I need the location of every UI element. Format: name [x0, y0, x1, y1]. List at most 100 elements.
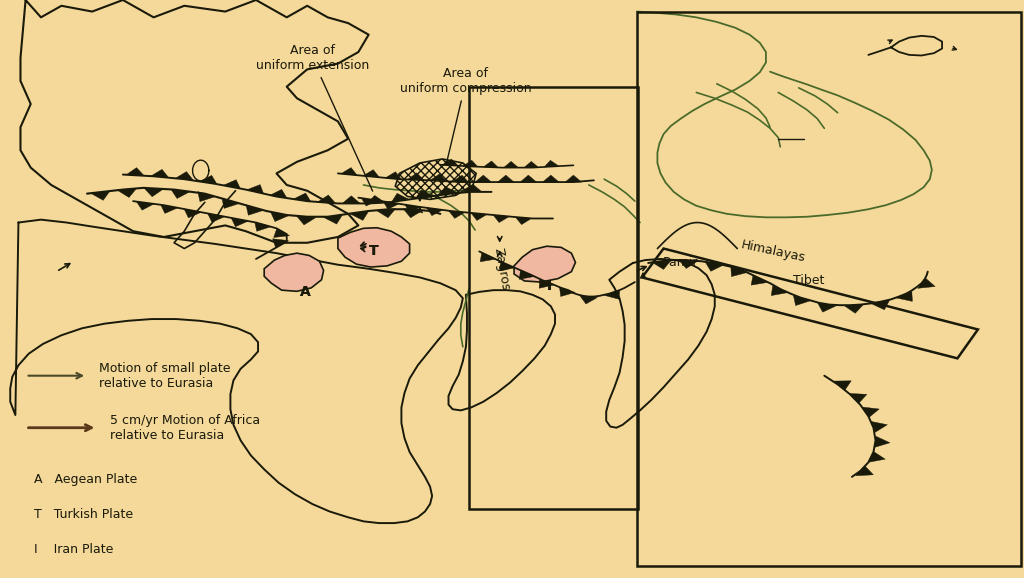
Polygon shape	[679, 260, 698, 269]
Text: Area of
uniform extension: Area of uniform extension	[256, 45, 373, 191]
Polygon shape	[208, 213, 224, 223]
Polygon shape	[294, 193, 311, 202]
Polygon shape	[543, 175, 559, 182]
Polygon shape	[317, 195, 336, 203]
Polygon shape	[272, 239, 289, 248]
Polygon shape	[403, 209, 423, 218]
Polygon shape	[870, 421, 888, 432]
Polygon shape	[385, 172, 401, 179]
Bar	[469, 87, 638, 509]
Polygon shape	[439, 187, 457, 195]
Polygon shape	[524, 161, 539, 168]
Text: T   Turkish Plate: T Turkish Plate	[34, 508, 133, 521]
Text: A: A	[300, 285, 310, 299]
Polygon shape	[520, 175, 537, 182]
Polygon shape	[408, 173, 424, 180]
Polygon shape	[246, 205, 264, 215]
Polygon shape	[475, 175, 492, 182]
Polygon shape	[171, 189, 190, 198]
Polygon shape	[270, 212, 289, 221]
Polygon shape	[794, 295, 811, 306]
Polygon shape	[269, 190, 287, 198]
Polygon shape	[231, 218, 248, 227]
Polygon shape	[223, 180, 241, 188]
Polygon shape	[342, 196, 360, 203]
Polygon shape	[494, 215, 509, 223]
Polygon shape	[874, 436, 890, 447]
Polygon shape	[427, 208, 442, 216]
Polygon shape	[449, 211, 465, 218]
Polygon shape	[896, 291, 912, 301]
Text: T: T	[369, 244, 379, 258]
Polygon shape	[175, 172, 194, 180]
Polygon shape	[297, 216, 316, 225]
Polygon shape	[519, 270, 535, 279]
Polygon shape	[383, 201, 399, 209]
Polygon shape	[604, 290, 620, 299]
Polygon shape	[273, 228, 290, 238]
Text: Area of
uniform compression: Area of uniform compression	[400, 68, 531, 165]
Polygon shape	[200, 175, 217, 184]
Polygon shape	[706, 262, 724, 271]
Polygon shape	[868, 451, 885, 462]
Polygon shape	[222, 198, 240, 209]
Polygon shape	[540, 279, 554, 288]
Polygon shape	[498, 175, 514, 182]
Polygon shape	[443, 159, 458, 166]
Polygon shape	[151, 169, 169, 177]
Polygon shape	[367, 195, 385, 203]
Polygon shape	[856, 466, 873, 476]
Polygon shape	[844, 305, 863, 313]
Polygon shape	[752, 275, 768, 285]
Text: I: I	[546, 279, 552, 293]
Polygon shape	[247, 184, 263, 194]
Polygon shape	[463, 160, 478, 167]
Polygon shape	[483, 161, 498, 168]
Polygon shape	[453, 175, 469, 183]
Polygon shape	[817, 303, 837, 312]
Bar	[637, 12, 1021, 566]
Polygon shape	[404, 205, 421, 213]
Polygon shape	[500, 262, 515, 271]
Text: Motion of small plate
relative to Eurasia: Motion of small plate relative to Eurasi…	[99, 362, 230, 390]
Polygon shape	[834, 381, 851, 390]
Polygon shape	[341, 168, 357, 175]
Polygon shape	[416, 190, 433, 199]
Polygon shape	[430, 174, 446, 181]
Polygon shape	[731, 266, 748, 276]
Polygon shape	[565, 175, 582, 182]
Polygon shape	[264, 253, 324, 291]
Text: A   Aegean Plate: A Aegean Plate	[34, 473, 137, 486]
Polygon shape	[361, 198, 377, 206]
Text: Zagros: Zagros	[492, 246, 512, 291]
Polygon shape	[471, 213, 487, 220]
Polygon shape	[364, 170, 379, 177]
Polygon shape	[136, 202, 154, 210]
Polygon shape	[480, 253, 496, 262]
Polygon shape	[559, 287, 575, 297]
Polygon shape	[117, 188, 136, 198]
Polygon shape	[161, 205, 178, 213]
Polygon shape	[376, 209, 395, 218]
Text: Pamir: Pamir	[664, 257, 698, 269]
Polygon shape	[184, 209, 202, 218]
Text: I: I	[546, 279, 552, 293]
Polygon shape	[350, 211, 369, 220]
Polygon shape	[870, 300, 890, 310]
Polygon shape	[514, 246, 575, 282]
Polygon shape	[143, 188, 164, 197]
Polygon shape	[544, 160, 559, 167]
Polygon shape	[504, 161, 518, 168]
Polygon shape	[126, 168, 144, 176]
Polygon shape	[918, 278, 935, 288]
Polygon shape	[651, 260, 671, 269]
Text: Tibet: Tibet	[794, 274, 824, 287]
Polygon shape	[464, 184, 482, 192]
Polygon shape	[255, 222, 271, 231]
Polygon shape	[391, 193, 410, 202]
Polygon shape	[324, 214, 343, 224]
Text: I    Iran Plate: I Iran Plate	[34, 543, 114, 555]
Text: 5 cm/yr Motion of Africa
relative to Eurasia: 5 cm/yr Motion of Africa relative to Eur…	[110, 414, 260, 442]
Polygon shape	[515, 217, 531, 225]
Polygon shape	[338, 228, 410, 267]
